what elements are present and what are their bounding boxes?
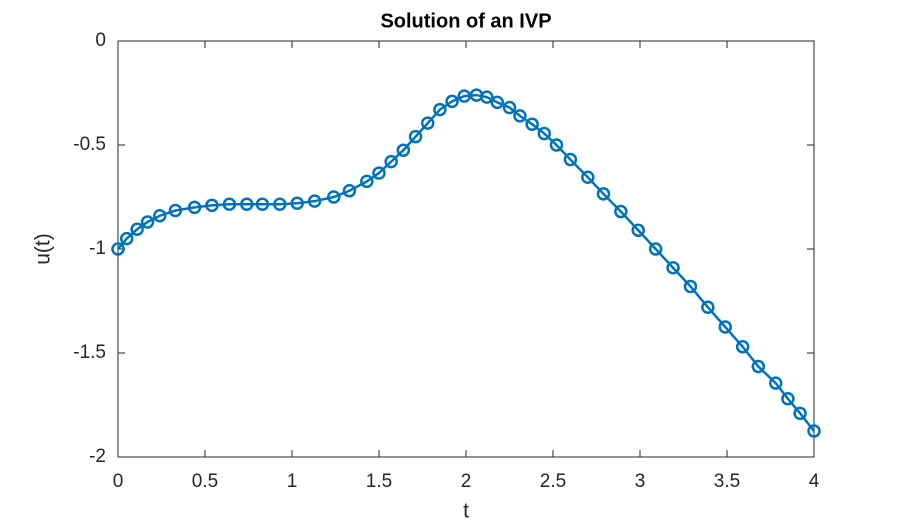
data-point [307,194,322,208]
x-tick-label: 2 [461,471,472,492]
data-point [490,95,505,110]
y-tick-label: -2 [89,446,106,467]
data-point [119,231,134,246]
data-point [807,424,821,438]
data-point [205,198,219,213]
data-point [457,89,472,103]
data-point [360,174,374,189]
data-point [793,406,807,421]
data-point [701,300,715,314]
data-point [273,197,287,212]
data-point [502,100,517,115]
data-point [666,260,680,275]
data-point [130,222,144,236]
data-point [384,154,398,169]
data-point [187,200,202,215]
data-point [420,116,435,130]
data-point [342,184,357,198]
data-point [683,279,698,294]
data-point [648,242,663,256]
data-point [433,102,447,117]
data-point [768,376,783,390]
data-point [445,94,459,109]
data-point [140,215,155,229]
data-point [751,359,766,374]
data-point [513,109,527,123]
data-point [255,197,270,212]
data-point [290,196,304,210]
y-tick-label: -1.5 [73,342,106,363]
data-point [327,190,341,204]
data-point [222,197,237,212]
data-point [631,223,646,238]
data-point [537,126,552,141]
data-point [549,138,564,152]
data-point [614,204,628,219]
x-tick-label: 0.5 [192,471,218,492]
data-point [735,340,750,354]
data-point [111,242,125,256]
x-tick-label: 0 [113,471,124,492]
plot-frame [117,40,815,458]
y-tick-label: -0.5 [73,134,106,155]
data-point [781,392,795,406]
x-tick-label: 2.5 [540,471,566,492]
data-point [596,187,611,201]
x-tick-label: 3.5 [714,471,740,492]
data-point [525,117,539,131]
data-point [408,129,423,144]
data-point [372,166,386,180]
data-point [396,143,411,157]
data-point [581,170,595,184]
data-point [240,197,254,212]
x-tick-label: 1.5 [366,471,392,492]
data-point [563,152,578,167]
chart-title: Solution of an IVP [380,10,551,32]
data-point [480,90,494,104]
x-tick-label: 1 [287,471,298,492]
x-axis-label: t [463,500,469,523]
y-tick-label: 0 [95,30,106,51]
x-tick-label: 4 [809,471,820,492]
x-tick-label: 3 [635,471,646,492]
y-axis-label: u(t) [32,233,55,265]
data-point [168,203,183,218]
data-point [718,320,733,334]
y-tick-label: -1 [89,238,106,259]
data-point [153,208,167,223]
data-line [117,93,815,432]
